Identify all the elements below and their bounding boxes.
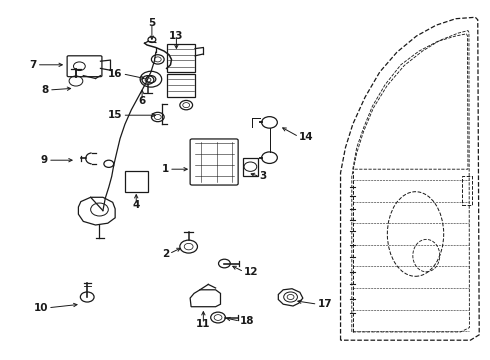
Text: 17: 17 [318, 299, 332, 309]
Text: 2: 2 [162, 249, 169, 259]
Text: 8: 8 [42, 85, 49, 95]
Bar [243, 158, 258, 176]
Text: 18: 18 [240, 316, 255, 326]
Text: 16: 16 [108, 69, 122, 79]
Text: 7: 7 [29, 60, 37, 70]
Bar [167, 44, 195, 72]
Text: 12: 12 [244, 267, 259, 277]
Text: 1: 1 [162, 164, 169, 174]
Bar [125, 171, 148, 192]
Text: 6: 6 [139, 96, 146, 106]
Bar [167, 74, 195, 97]
Text: 3: 3 [260, 171, 267, 181]
Bar [462, 176, 472, 205]
Text: 5: 5 [148, 18, 155, 28]
Text: 11: 11 [196, 319, 211, 329]
Text: 10: 10 [33, 303, 48, 313]
Text: 13: 13 [169, 31, 184, 41]
Text: 4: 4 [132, 200, 140, 210]
Text: 9: 9 [41, 155, 48, 165]
Text: 15: 15 [108, 110, 122, 120]
Text: 14: 14 [299, 132, 314, 142]
